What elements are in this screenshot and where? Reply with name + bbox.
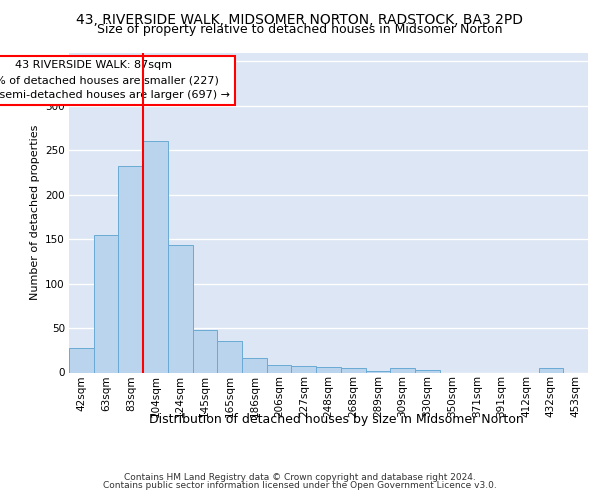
Bar	[242, 358, 267, 372]
Bar	[292, 366, 316, 372]
Bar	[390, 368, 415, 372]
Bar	[217, 342, 242, 372]
Bar	[168, 244, 193, 372]
Bar	[539, 368, 563, 372]
Bar	[267, 364, 292, 372]
Text: 43, RIVERSIDE WALK, MIDSOMER NORTON, RADSTOCK, BA3 2PD: 43, RIVERSIDE WALK, MIDSOMER NORTON, RAD…	[77, 12, 523, 26]
Text: Distribution of detached houses by size in Midsomer Norton: Distribution of detached houses by size …	[149, 412, 523, 426]
Text: Size of property relative to detached houses in Midsomer Norton: Size of property relative to detached ho…	[97, 24, 503, 36]
Bar	[69, 348, 94, 372]
Y-axis label: Number of detached properties: Number of detached properties	[29, 125, 40, 300]
Bar	[415, 370, 440, 372]
Text: 43 RIVERSIDE WALK: 87sqm
← 24% of detached houses are smaller (227)
75% of semi-: 43 RIVERSIDE WALK: 87sqm ← 24% of detach…	[0, 60, 230, 100]
Text: Contains HM Land Registry data © Crown copyright and database right 2024.: Contains HM Land Registry data © Crown c…	[124, 472, 476, 482]
Bar	[118, 166, 143, 372]
Bar	[341, 368, 365, 372]
Bar	[94, 234, 118, 372]
Text: Contains public sector information licensed under the Open Government Licence v3: Contains public sector information licen…	[103, 481, 497, 490]
Bar	[316, 367, 341, 372]
Bar	[143, 142, 168, 372]
Bar	[365, 370, 390, 372]
Bar	[193, 330, 217, 372]
